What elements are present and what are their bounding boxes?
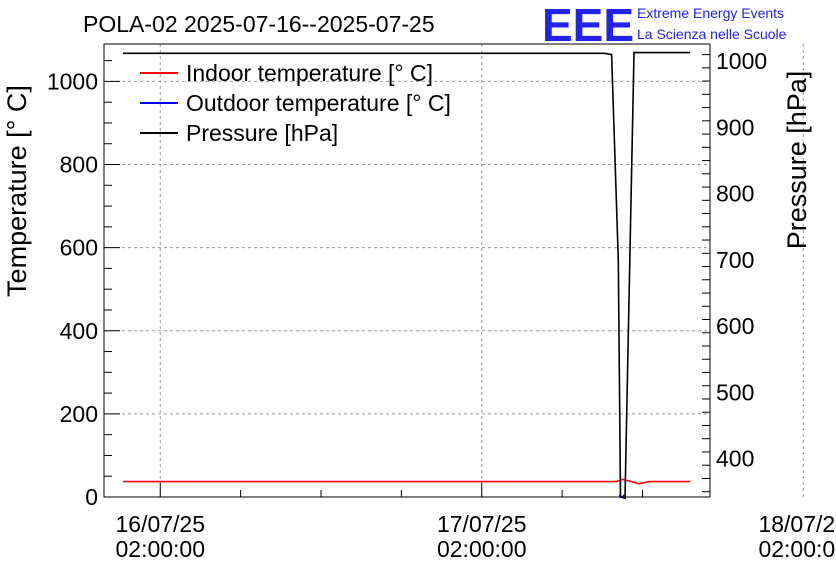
series-line (123, 478, 690, 485)
eee-logo-line1: Extreme Energy Events (637, 5, 784, 21)
x-tick-label-time: 02:00:00 (437, 536, 527, 562)
y2-tick-label: 1000 (716, 48, 767, 74)
y2-tick-label: 600 (716, 313, 754, 339)
legend: Indoor temperature [° C] Outdoor temperat… (140, 60, 451, 146)
y2-tick-label: 700 (716, 247, 754, 273)
y-tick-label: 1000 (47, 68, 98, 94)
grid (104, 44, 804, 497)
y-tick-label: 600 (60, 235, 98, 261)
x-tick-label-date: 18/07/25 (758, 511, 836, 537)
x-tick-label-time: 02:00:00 (758, 536, 836, 562)
x-tick-label-date: 17/07/25 (437, 511, 527, 537)
legend-entry: Pressure [hPa] (186, 120, 338, 146)
y-tick-label: 400 (60, 318, 98, 344)
x-axis: 16/07/2502:00:0017/07/2502:00:0018/07/25… (115, 483, 836, 562)
legend-entry: Outdoor temperature [° C] (186, 90, 451, 116)
y2-axis-label: Pressure [hPa] (782, 71, 812, 250)
y-tick-label: 800 (60, 152, 98, 178)
y2-tick-label: 500 (716, 379, 754, 405)
eee-logo-line2: La Scienza nelle Scuole (637, 26, 787, 42)
y-tick-label: 200 (60, 401, 98, 427)
series-line (123, 51, 690, 500)
chart-title: POLA-02 2025-07-16--2025-07-25 (83, 11, 435, 37)
legend-entry: Indoor temperature [° C] (186, 60, 433, 86)
y-axis-right: 400 500 600 700 800 900 1000 (702, 48, 767, 493)
plot-frame (103, 43, 711, 498)
y-tick-label: 0 (85, 484, 98, 510)
eee-logo: EEE Extreme Energy Events La Scienza nel… (542, 0, 787, 51)
y2-tick-label: 900 (716, 114, 754, 140)
x-tick-label-date: 16/07/25 (115, 511, 205, 537)
y2-tick-label: 800 (716, 181, 754, 207)
eee-logo-mark: EEE (542, 0, 634, 51)
y-axis-label: Temperature [° C] (2, 85, 32, 297)
y2-tick-label: 400 (716, 446, 754, 472)
y-axis-left: 0 200 400 600 800 1000 (47, 60, 120, 510)
x-tick-label-time: 02:00:00 (115, 536, 205, 562)
